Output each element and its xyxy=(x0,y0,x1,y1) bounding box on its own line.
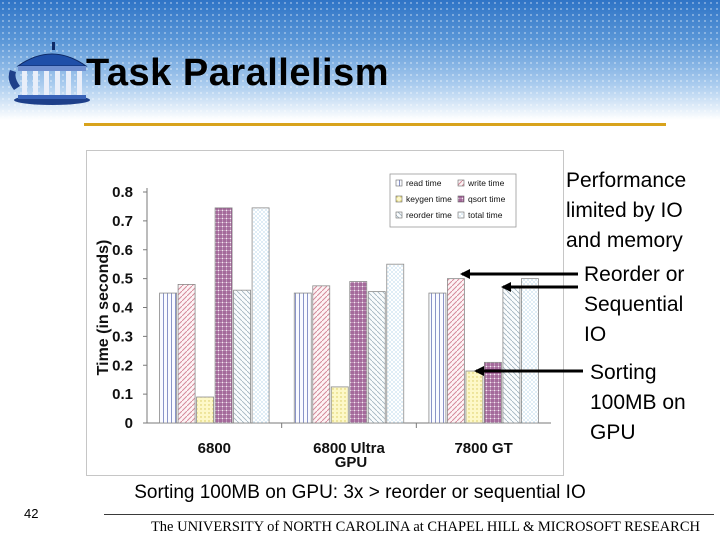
bar-write-time xyxy=(312,285,331,424)
callout-sorting: Sorting 100MB on GPU xyxy=(590,358,686,448)
y-tick-label: 0 xyxy=(125,415,133,432)
callout-line: Performance xyxy=(566,169,687,192)
callout-line: IO xyxy=(584,323,607,346)
slide-title: Task Parallelism xyxy=(86,52,390,94)
bar-reorder-time xyxy=(367,291,386,424)
y-tick-label: 0.4 xyxy=(112,300,134,317)
x-tick-label: 6800 xyxy=(198,440,231,457)
legend-swatch xyxy=(457,179,465,187)
bar-reorder-time xyxy=(233,289,251,424)
y-tick-label: 0.6 xyxy=(112,242,133,259)
legend-label: read time xyxy=(406,178,442,188)
bar-read-time xyxy=(159,292,177,424)
callout-line: 100MB on xyxy=(590,391,686,414)
legend-label: qsort time xyxy=(468,194,506,204)
bar-chart: 0 0.1 0.2 0.3 0.4 0.5 0.6 0.7 0.8 Time (in second… xyxy=(95,173,551,471)
callout-line: limited by IO xyxy=(566,199,683,222)
y-tick-label: 0.5 xyxy=(112,271,133,288)
page-number: 42 xyxy=(24,506,39,521)
legend-label: keygen time xyxy=(406,194,452,204)
header-band xyxy=(0,0,720,120)
bar-keygen-time xyxy=(330,386,349,424)
callout-line: Sorting xyxy=(590,361,657,384)
callout-line: Reorder or xyxy=(584,263,685,286)
header-pattern xyxy=(0,0,720,120)
y-tick-label: 0.3 xyxy=(112,328,133,345)
bar-qsort-time xyxy=(349,281,368,424)
chart-frame: 0 0.1 0.2 0.3 0.4 0.5 0.6 0.7 0.8 Time (in second… xyxy=(86,150,564,476)
bar-read-time xyxy=(428,292,447,424)
footer-text: The UNIVERSITY of NORTH CAROLINA at CHAP… xyxy=(150,519,700,535)
callout-performance: Performance limited by IO and memory xyxy=(566,166,686,256)
legend-swatch xyxy=(457,211,465,219)
y-tick-label: 0.7 xyxy=(112,213,133,230)
callout-line: GPU xyxy=(590,421,636,444)
old-well-logo xyxy=(8,42,90,105)
legend-swatch xyxy=(395,179,403,187)
bar-keygen-time xyxy=(465,370,484,424)
bar-read-time xyxy=(293,292,312,424)
bar-write-time xyxy=(177,283,196,424)
legend-label: write time xyxy=(467,178,505,188)
callout-reorder: Reorder or Sequential IO xyxy=(584,260,684,350)
legend-box xyxy=(389,173,517,228)
legend-swatch xyxy=(457,195,465,203)
bar-keygen-time xyxy=(196,396,214,424)
bar-qsort-time xyxy=(484,361,502,424)
legend-label: total time xyxy=(468,210,503,220)
bar-write-time xyxy=(447,278,465,424)
y-tick-label: 0.2 xyxy=(112,357,133,374)
x-axis-label: GPU xyxy=(335,454,368,471)
y-tick-label: 0.1 xyxy=(112,386,133,403)
bar-qsort-time xyxy=(214,207,233,424)
bar-total-time xyxy=(521,278,539,424)
callout-line: and memory xyxy=(566,229,683,252)
legend-label: reorder time xyxy=(406,210,452,220)
x-tick-label: 6800 Ultra xyxy=(313,440,385,457)
y-tick-label: 0.8 xyxy=(112,184,133,201)
bar-total-time xyxy=(251,207,270,424)
legend-swatch xyxy=(395,195,403,203)
y-axis-label: Time (in seconds) xyxy=(95,240,112,376)
bar-reorder-time xyxy=(502,286,521,424)
x-tick-label: 7800 GT xyxy=(454,440,512,457)
bar-total-time xyxy=(386,263,405,424)
title-underline xyxy=(84,123,666,126)
slide-caption: Sorting 100MB on GPU: 3x > reorder or se… xyxy=(134,482,586,503)
legend-swatch xyxy=(395,211,403,219)
footer-divider xyxy=(104,514,714,515)
callout-line: Sequential xyxy=(584,293,684,316)
